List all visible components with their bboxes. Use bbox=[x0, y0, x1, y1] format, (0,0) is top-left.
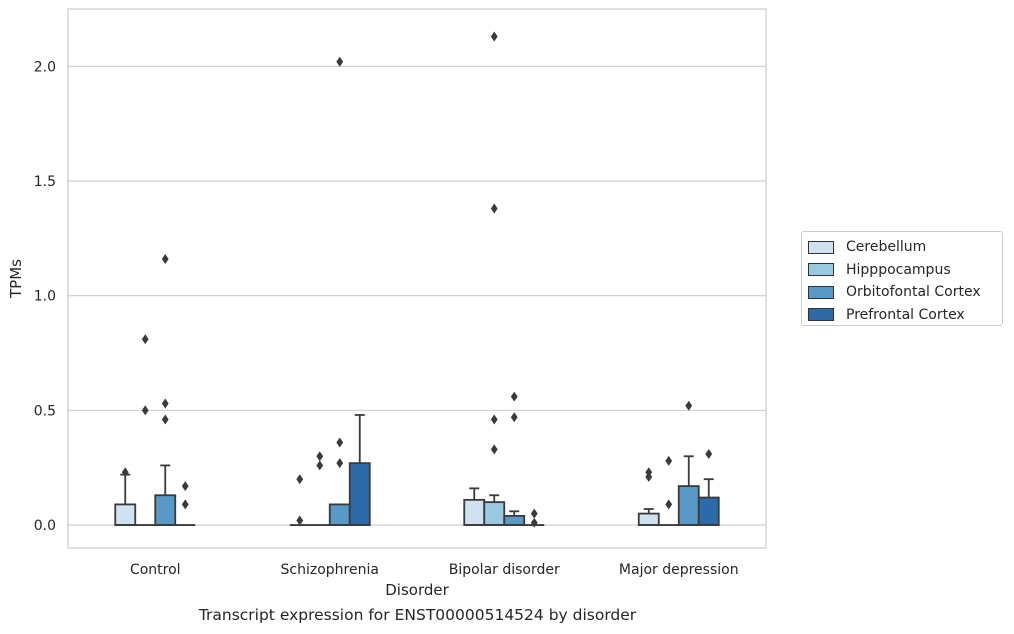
legend-item-hippocampus: Hipppocampus bbox=[808, 259, 996, 282]
x-axis-ticks: Control Schizophrenia Bipolar disorder Majo… bbox=[130, 562, 739, 578]
box-prefrontal-cortex-major-depression bbox=[697, 448, 720, 526]
outlier-point bbox=[530, 508, 538, 519]
legend-swatch-cerebellum bbox=[808, 240, 834, 254]
outlier-point bbox=[490, 203, 498, 214]
box-orbitofontal-cortex-schizophrenia bbox=[328, 56, 351, 526]
y-tick-label: 0.0 bbox=[34, 518, 56, 534]
box-prefrontal-cortex-bipolar-disorder bbox=[524, 508, 545, 528]
y-axis-title: TPMs bbox=[7, 259, 25, 299]
outlier-point bbox=[316, 451, 324, 462]
legend-swatch-hippocampus bbox=[808, 263, 834, 277]
outlier-point bbox=[510, 391, 518, 402]
legend-label: Orbitofontal Cortex bbox=[846, 284, 981, 301]
box-orbitofontal-cortex-control bbox=[154, 254, 177, 526]
plot-marks bbox=[114, 31, 720, 528]
legend-label: Hipppocampus bbox=[846, 261, 951, 278]
box-rect bbox=[348, 462, 371, 526]
outlier-point bbox=[296, 474, 304, 485]
legend-item-cerebellum: Cerebellum bbox=[808, 236, 996, 259]
outlier-point bbox=[181, 499, 189, 510]
outlier-point bbox=[490, 414, 498, 425]
box-orbitofontal-cortex-bipolar-disorder bbox=[503, 391, 526, 526]
box-rect bbox=[328, 503, 351, 526]
box-rect bbox=[697, 496, 720, 526]
x-tick-label: Control bbox=[130, 562, 181, 578]
outlier-point bbox=[336, 56, 344, 67]
outlier-point bbox=[705, 448, 713, 459]
outlier-point bbox=[161, 254, 169, 265]
outlier-point bbox=[316, 460, 324, 471]
y-tick-label: 2.0 bbox=[34, 59, 56, 75]
y-tick-label: 1.0 bbox=[34, 289, 56, 305]
box-hipppocampus-schizophrenia bbox=[309, 451, 330, 526]
outlier-point bbox=[685, 400, 693, 411]
outlier-point bbox=[296, 515, 304, 526]
box-orbitofontal-cortex-major-depression bbox=[677, 400, 700, 526]
legend-item-prefrontal: Prefrontal Cortex bbox=[808, 304, 996, 327]
box-cerebellum-control bbox=[114, 467, 137, 526]
box-rect bbox=[114, 503, 137, 526]
x-axis-title: Disorder bbox=[385, 581, 449, 599]
y-tick-label: 1.5 bbox=[34, 174, 56, 190]
x-tick-label: Major depression bbox=[619, 562, 739, 578]
box-hipppocampus-bipolar-disorder bbox=[483, 31, 506, 526]
legend-swatch-orbitofrontal bbox=[808, 285, 834, 299]
box-prefrontal-cortex-control bbox=[175, 481, 196, 526]
y-axis-ticks: 0.0 0.5 1.0 1.5 2.0 bbox=[34, 59, 56, 534]
box-rect bbox=[677, 485, 700, 526]
outlier-point bbox=[161, 398, 169, 409]
y-tick-label: 0.5 bbox=[34, 403, 56, 419]
legend: Cerebellum Hipppocampus Orbitofontal Cor… bbox=[801, 231, 1003, 326]
box-rect bbox=[503, 514, 526, 526]
outlier-point bbox=[490, 31, 498, 42]
x-tick-label: Schizophrenia bbox=[281, 562, 379, 578]
chart-caption: Transcript expression for ENST0000051452… bbox=[198, 606, 637, 624]
legend-label: Prefrontal Cortex bbox=[846, 306, 965, 323]
legend-swatch-prefrontal bbox=[808, 308, 834, 322]
box-rect bbox=[154, 494, 177, 526]
box-hipppocampus-major-depression bbox=[658, 455, 679, 526]
outlier-point bbox=[490, 444, 498, 455]
outlier-point bbox=[141, 405, 149, 416]
outlier-point bbox=[510, 412, 518, 423]
y-grid bbox=[68, 65, 766, 526]
outlier-point bbox=[645, 471, 653, 482]
box-rect bbox=[637, 512, 660, 526]
legend-item-orbitofrontal: Orbitofontal Cortex bbox=[808, 281, 996, 304]
box-rect bbox=[483, 501, 506, 526]
box-cerebellum-bipolar-disorder bbox=[463, 487, 486, 526]
outlier-point bbox=[161, 414, 169, 425]
outlier-point bbox=[665, 499, 673, 510]
outlier-point bbox=[141, 334, 149, 345]
box-hipppocampus-control bbox=[135, 334, 156, 526]
outlier-point bbox=[336, 458, 344, 469]
box-prefrontal-cortex-schizophrenia bbox=[348, 414, 371, 526]
x-tick-label: Bipolar disorder bbox=[449, 562, 560, 578]
box-cerebellum-major-depression bbox=[637, 467, 660, 526]
outlier-point bbox=[121, 467, 129, 478]
box-rect bbox=[463, 498, 486, 526]
box-cerebellum-schizophrenia bbox=[289, 474, 310, 526]
legend-label: Cerebellum bbox=[846, 239, 927, 256]
outlier-point bbox=[181, 481, 189, 492]
plot-area-frame bbox=[67, 8, 767, 549]
outlier-point bbox=[665, 455, 673, 466]
outlier-point bbox=[530, 517, 538, 528]
outlier-point bbox=[336, 437, 344, 448]
